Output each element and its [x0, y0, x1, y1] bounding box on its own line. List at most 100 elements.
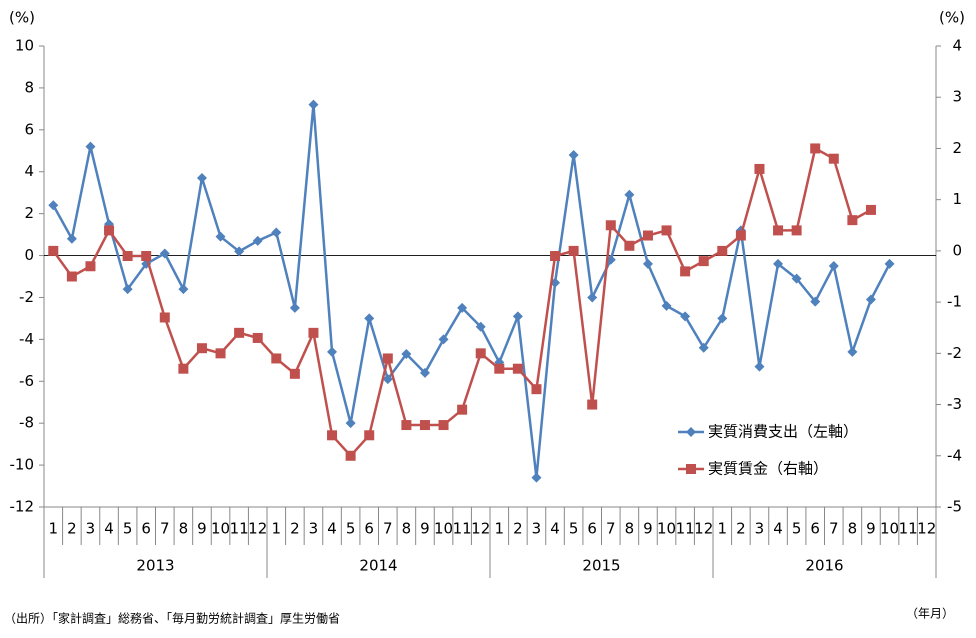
- x-tick-label: 10: [211, 520, 230, 538]
- x-tick-label: 6: [810, 520, 820, 538]
- marker: [419, 420, 430, 431]
- marker: [252, 235, 263, 246]
- y-tick-label: -8: [19, 414, 34, 432]
- marker: [419, 367, 430, 378]
- marker: [642, 258, 653, 269]
- x-tick-label: 5: [792, 520, 802, 538]
- x-tick-label: 8: [625, 520, 635, 538]
- marker: [587, 399, 598, 410]
- marker: [828, 153, 839, 164]
- y-tick-label: -4: [19, 330, 34, 348]
- marker: [624, 240, 635, 251]
- marker: [494, 363, 505, 374]
- marker: [531, 472, 542, 483]
- marker: [122, 251, 133, 262]
- x-tick-label: 9: [866, 520, 876, 538]
- marker: [550, 251, 561, 262]
- marker: [568, 149, 579, 160]
- y2-tick-label: -5: [947, 498, 962, 516]
- y-tick-label: 8: [24, 78, 34, 96]
- marker: [717, 313, 728, 324]
- legend-label: 実質賃金（右軸）: [708, 460, 828, 478]
- x-tick-label: 2: [67, 520, 77, 538]
- marker: [531, 384, 542, 395]
- marker: [382, 353, 393, 364]
- marker: [327, 430, 338, 441]
- marker: [754, 163, 765, 174]
- marker: [48, 245, 59, 256]
- marker: [587, 292, 598, 303]
- y-tick-label: 6: [24, 120, 34, 138]
- marker: [475, 321, 486, 332]
- marker: [717, 245, 728, 256]
- x-tick-label: 11: [453, 520, 472, 538]
- x-tick-label: 12: [917, 520, 936, 538]
- marker: [624, 189, 635, 200]
- marker: [382, 374, 393, 385]
- marker: [308, 327, 319, 338]
- year-label: 2014: [359, 557, 397, 575]
- y2-tick-label: 0: [952, 241, 962, 259]
- marker: [865, 204, 876, 215]
- y-tick-label: 0: [24, 246, 34, 264]
- x-tick-label: 5: [569, 520, 579, 538]
- marker: [661, 225, 672, 236]
- marker: [401, 349, 412, 360]
- y2-tick-label: 4: [952, 37, 962, 55]
- marker: [345, 418, 356, 429]
- marker: [865, 294, 876, 305]
- marker: [85, 141, 96, 152]
- x-tick-label: 8: [848, 520, 858, 538]
- marker: [196, 343, 207, 354]
- marker: [642, 230, 653, 241]
- marker: [196, 173, 207, 184]
- marker: [308, 99, 319, 110]
- x-unit: （年月）: [906, 607, 954, 621]
- x-tick-label: 11: [230, 520, 249, 538]
- marker: [345, 450, 356, 461]
- x-tick-label: 7: [606, 520, 616, 538]
- y2-tick-label: 1: [952, 190, 962, 208]
- x-tick-label: 9: [197, 520, 207, 538]
- x-tick-label: 4: [104, 520, 114, 538]
- x-tick-label: 2: [513, 520, 523, 538]
- y-tick-label: 10: [15, 37, 34, 55]
- marker: [791, 225, 802, 236]
- legend-label: 実質消費支出（左軸）: [708, 423, 858, 441]
- y-tick-label: 4: [24, 162, 34, 180]
- x-tick-label: 9: [420, 520, 430, 538]
- marker: [475, 348, 486, 359]
- y-tick-label: -2: [19, 288, 34, 306]
- marker: [810, 143, 821, 154]
- x-tick-label: 1: [272, 520, 282, 538]
- marker: [401, 420, 412, 431]
- x-tick-label: 10: [434, 520, 453, 538]
- marker: [438, 420, 449, 431]
- marker: [364, 430, 375, 441]
- x-tick-label: 12: [248, 520, 267, 538]
- x-tick-label: 7: [829, 520, 839, 538]
- marker: [884, 258, 895, 269]
- marker: [680, 311, 691, 322]
- legend-marker: [686, 464, 696, 474]
- x-tick-label: 2: [290, 520, 300, 538]
- marker: [698, 256, 709, 267]
- marker: [773, 225, 784, 236]
- y2-unit: (%): [939, 9, 965, 27]
- x-tick-label: 9: [643, 520, 653, 538]
- marker: [438, 334, 449, 345]
- marker: [605, 220, 616, 231]
- y2-tick-label: 3: [952, 88, 962, 106]
- marker: [457, 302, 468, 313]
- x-tick-label: 8: [179, 520, 189, 538]
- marker: [791, 273, 802, 284]
- y2-tick-label: -2: [947, 344, 962, 362]
- marker: [828, 261, 839, 272]
- x-tick-label: 4: [773, 520, 783, 538]
- x-tick-label: 11: [899, 520, 918, 538]
- x-tick-label: 4: [550, 520, 560, 538]
- marker: [289, 368, 300, 379]
- marker: [512, 311, 523, 322]
- marker: [178, 284, 189, 295]
